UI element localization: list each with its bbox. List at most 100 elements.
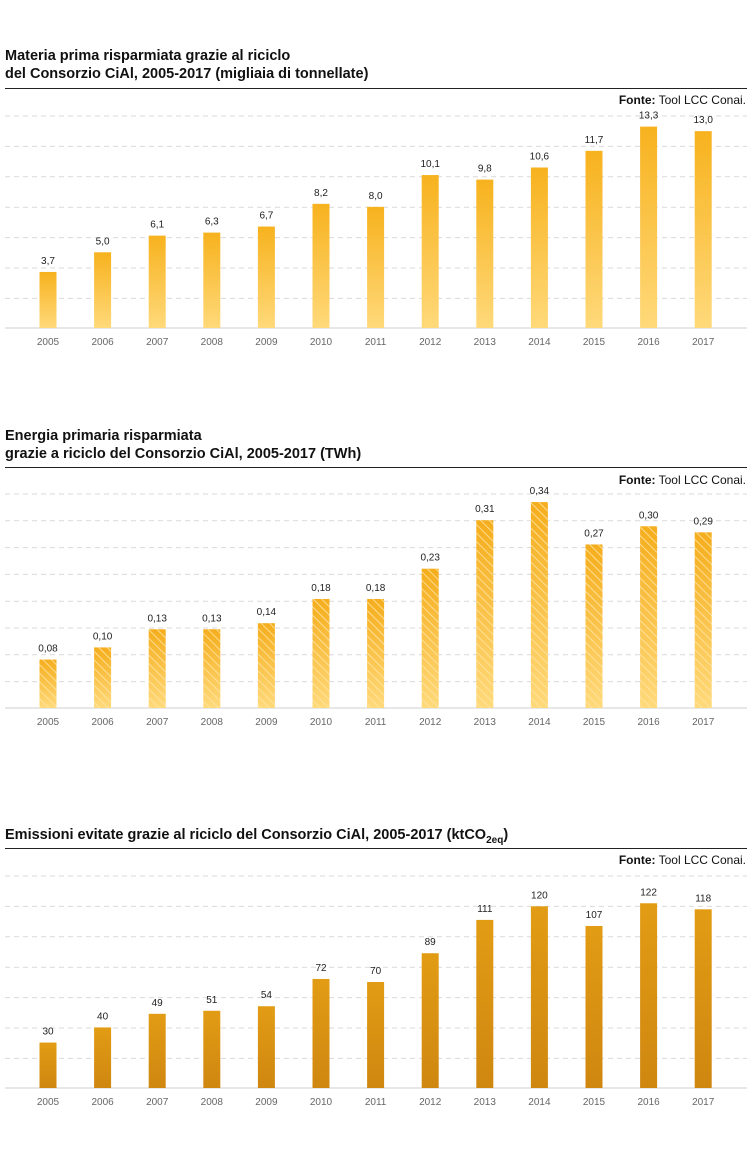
data-label-2005: 3,7 [41, 256, 55, 267]
data-label-2005: 30 [42, 1027, 54, 1038]
x-tick-label-2009: 2009 [255, 1097, 278, 1108]
bar-hatch-2009 [257, 623, 275, 708]
x-tick-label-2005: 2005 [37, 1097, 60, 1108]
data-label-2012: 10,1 [420, 159, 440, 170]
x-tick-label-2006: 2006 [91, 1097, 114, 1108]
x-tick-label-2008: 2008 [201, 337, 224, 348]
x-tick-label-2015: 2015 [583, 337, 606, 348]
bar-2016 [640, 903, 658, 1088]
x-tick-label-2016: 2016 [637, 337, 660, 348]
x-tick-label-2010: 2010 [310, 1097, 333, 1108]
data-label-2008: 0,13 [202, 613, 222, 624]
x-tick-label-2007: 2007 [146, 337, 169, 348]
x-tick-label-2006: 2006 [91, 717, 114, 728]
chart-3-plot: 30 2005 40 2006 49 2007 51 2008 54 2009 72 2010 70 20… [5, 875, 747, 1108]
data-label-2009: 6,7 [259, 211, 273, 222]
x-tick-label-2007: 2007 [146, 717, 169, 728]
x-tick-label-2017: 2017 [692, 1097, 715, 1108]
bar-2009 [257, 1006, 275, 1088]
bar-2005 [39, 1042, 57, 1088]
x-tick-label-2007: 2007 [146, 1097, 169, 1108]
bar-hatch-2007 [148, 629, 166, 708]
chart-2-source-text: Tool LCC Conai. [655, 473, 746, 487]
bar-hatch-2008 [203, 629, 221, 708]
x-tick-label-2016: 2016 [637, 1097, 660, 1108]
x-tick-label-2014: 2014 [528, 1097, 551, 1108]
data-label-2010: 72 [315, 963, 327, 974]
chart-3-title-rule [5, 848, 747, 849]
chart-3-source-text: Tool LCC Conai. [655, 853, 746, 867]
data-label-2012: 0,23 [420, 553, 440, 564]
bar-hatch-2011 [367, 598, 385, 708]
chart-3-title-subscript: 2eq [486, 834, 504, 846]
data-label-2011: 70 [370, 966, 382, 977]
data-label-2017: 118 [695, 893, 711, 904]
data-label-2009: 0,14 [257, 607, 277, 618]
chart-3-source: Fonte: Tool LCC Conai. [619, 853, 746, 867]
bar-hatch-2006 [94, 647, 112, 708]
data-label-2010: 8,2 [314, 188, 328, 199]
bar-2014 [530, 167, 548, 328]
bar-hatch-2014 [530, 502, 548, 708]
bar-2009 [257, 226, 275, 328]
chart-3-title: Emissioni evitate grazie al riciclo del … [5, 826, 508, 850]
chart-1-title: Materia prima risparmiata grazie al rici… [5, 47, 368, 83]
x-tick-label-2011: 2011 [365, 337, 387, 348]
data-label-2006: 0,10 [93, 631, 113, 642]
chart-2-source-label: Fonte: [618, 473, 656, 487]
bar-2016 [640, 126, 658, 328]
bar-2006 [94, 1027, 112, 1088]
x-tick-label-2005: 2005 [37, 337, 60, 348]
bar-hatch-2015 [585, 544, 603, 708]
bar-2015 [585, 925, 603, 1088]
bar-hatch-2013 [476, 520, 494, 708]
chart-3-title-end: ) [503, 827, 509, 843]
data-label-2008: 6,3 [205, 217, 219, 228]
bar-hatch-2012 [421, 568, 439, 708]
data-label-2016: 13,3 [639, 111, 659, 122]
data-label-2015: 0,27 [584, 528, 604, 539]
x-tick-label-2011: 2011 [365, 1097, 387, 1108]
data-label-2008: 51 [206, 995, 218, 1006]
x-tick-label-2013: 2013 [474, 1097, 497, 1108]
bar-2015 [585, 150, 603, 328]
chart-1-source-text: Tool LCC Conai. [655, 93, 746, 107]
x-tick-label-2013: 2013 [474, 337, 497, 348]
x-tick-label-2005: 2005 [37, 717, 60, 728]
x-tick-label-2011: 2011 [365, 717, 387, 728]
chart-3-title-text: Emissioni evitate grazie al riciclo del … [5, 827, 487, 843]
data-label-2011: 0,18 [366, 583, 386, 594]
chart-2-title-line1: Energia primaria risparmiata [5, 428, 202, 444]
x-tick-label-2008: 2008 [201, 717, 224, 728]
bar-2014 [530, 906, 548, 1088]
chart-2-title-rule [5, 467, 747, 468]
x-tick-label-2009: 2009 [255, 337, 278, 348]
bar-2010 [312, 978, 330, 1088]
data-label-2010: 0,18 [311, 583, 331, 594]
x-tick-label-2013: 2013 [474, 717, 497, 728]
data-label-2005: 0,08 [38, 644, 58, 655]
chart-1-source: Fonte: Tool LCC Conai. [619, 93, 746, 107]
x-tick-label-2009: 2009 [255, 717, 278, 728]
bar-hatch-2017 [694, 532, 712, 708]
chart-2-title: Energia primaria risparmiata grazie a ri… [5, 427, 361, 463]
bar-2017 [694, 131, 712, 328]
data-label-2011: 8,0 [369, 191, 383, 202]
bar-2010 [312, 203, 330, 328]
data-label-2015: 107 [586, 910, 603, 921]
data-label-2015: 11,7 [585, 135, 604, 146]
bar-2012 [421, 953, 439, 1088]
x-tick-label-2014: 2014 [528, 337, 551, 348]
x-tick-label-2012: 2012 [419, 1097, 442, 1108]
bar-2011 [367, 206, 385, 328]
bar-hatch-2005 [39, 659, 57, 708]
bar-2007 [148, 235, 166, 328]
data-label-2013: 111 [477, 904, 493, 915]
data-label-2007: 0,13 [147, 613, 167, 624]
data-label-2014: 120 [531, 890, 548, 901]
chart-1-title-line1: Materia prima risparmiata grazie al rici… [5, 48, 291, 64]
bar-2017 [694, 909, 712, 1088]
data-label-2014: 0,34 [530, 486, 550, 497]
x-tick-label-2006: 2006 [91, 337, 114, 348]
bar-2008 [203, 1010, 221, 1088]
